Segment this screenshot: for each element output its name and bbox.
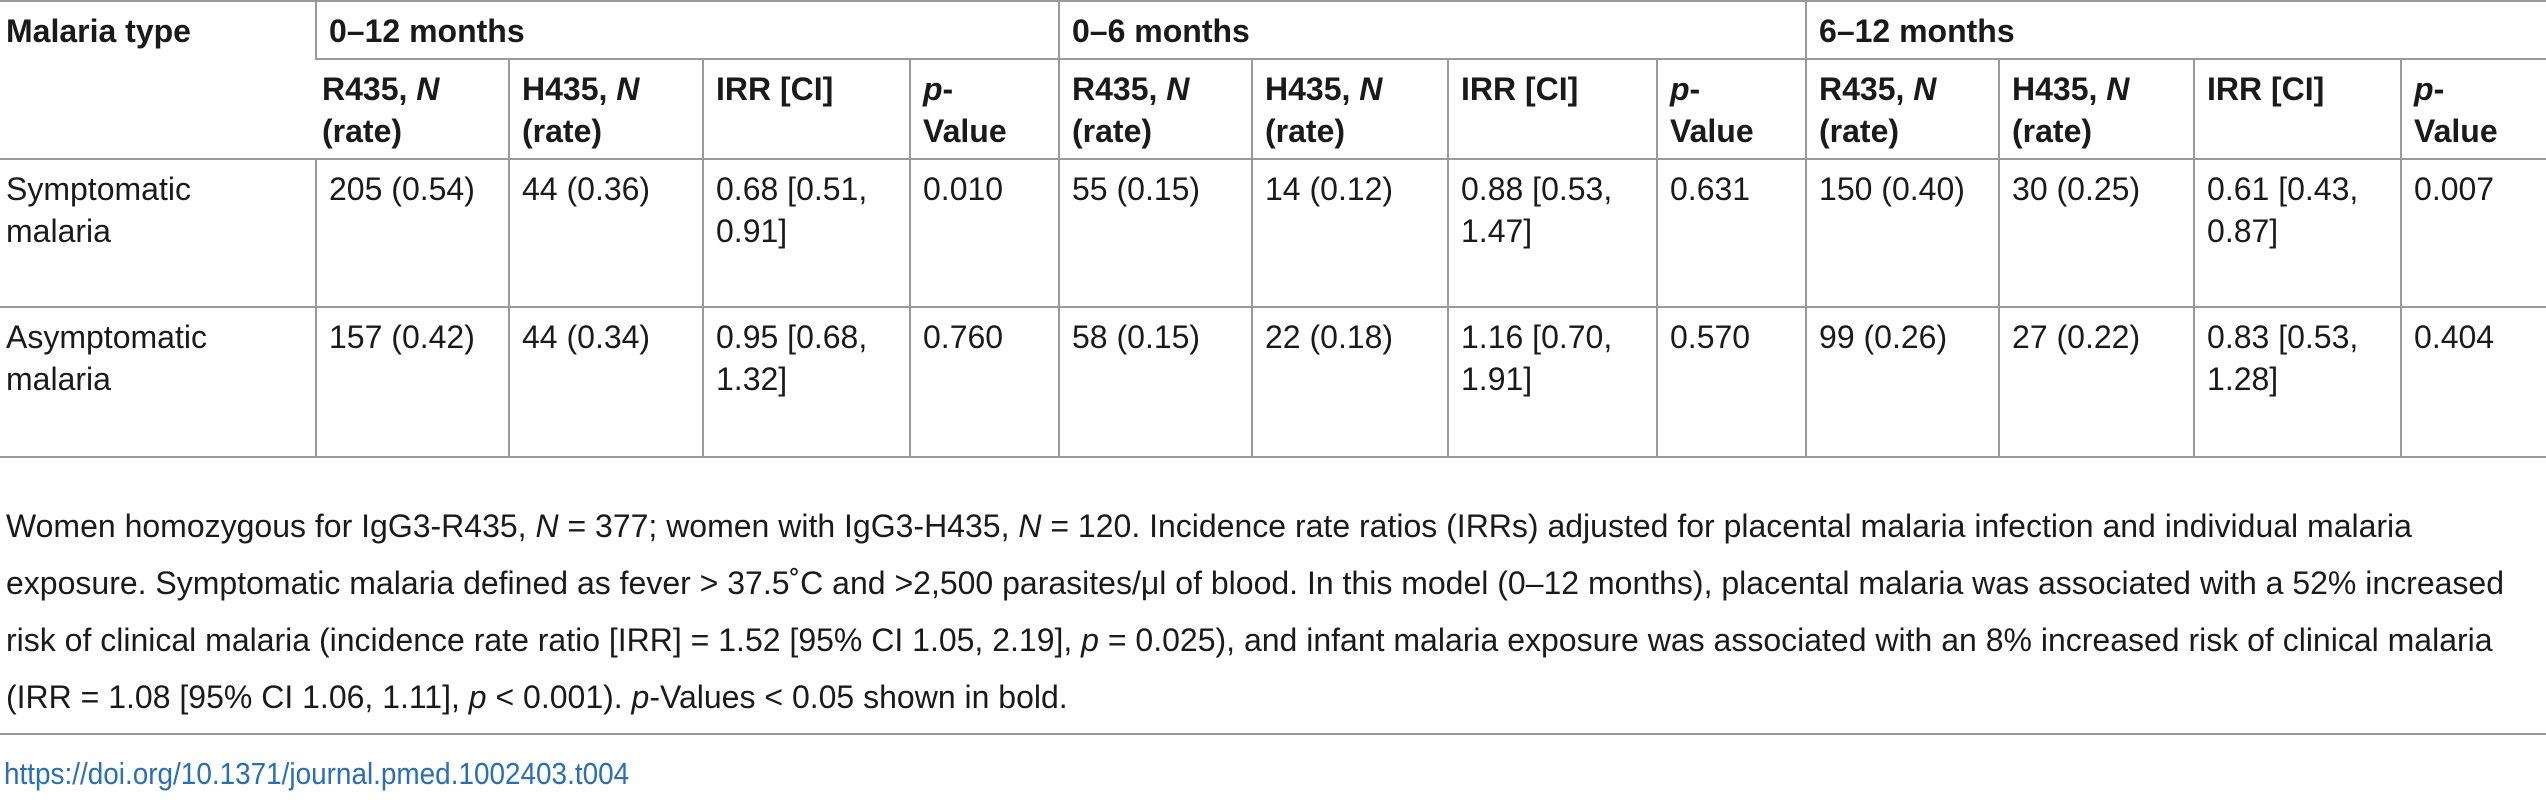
subheader-n: N bbox=[2106, 71, 2130, 107]
table-cell: 0.83 [0.53, 1.28] bbox=[2193, 307, 2402, 458]
divider bbox=[0, 733, 2546, 735]
table-cell: 0.007 bbox=[2400, 159, 2546, 308]
subheader-pvalue: p- Value bbox=[1655, 59, 1807, 160]
subheader-value: Value bbox=[1670, 113, 1754, 149]
subheader-label: H435, bbox=[522, 71, 617, 107]
table-cell: 30 (0.25) bbox=[1998, 159, 2195, 308]
subheader-rate: (rate) bbox=[1819, 113, 1900, 149]
subheader-value: Value bbox=[923, 113, 1007, 149]
footnote-text: N bbox=[1018, 508, 1042, 544]
table-cell: 99 (0.26) bbox=[1805, 307, 2000, 458]
subheader-n: N bbox=[416, 71, 440, 107]
subheader-label: H435, bbox=[1265, 71, 1360, 107]
footnote-text: = 120. Incidence rate ratios (IRRs) adju… bbox=[6, 508, 2504, 658]
row-label: Symptomatic malaria bbox=[0, 159, 316, 308]
table-cell: 14 (0.12) bbox=[1251, 159, 1448, 308]
table-cell: 55 (0.15) bbox=[1058, 159, 1252, 308]
table-cell: 0.68 [0.51, 0.91] bbox=[702, 159, 910, 308]
table-cell: 58 (0.15) bbox=[1058, 307, 1252, 458]
subheader-row: R435, N (rate) H435, N (rate) IRR [CI] p- Valu… bbox=[0, 59, 2546, 160]
corner-header: Malaria type bbox=[0, 0, 316, 160]
table-cell: 0.760 bbox=[909, 307, 1059, 458]
table-cell: 44 (0.36) bbox=[508, 159, 703, 308]
subheader-irr: IRR [CI] bbox=[702, 59, 910, 160]
subheader-p: p bbox=[923, 71, 943, 107]
subheader-dash: - bbox=[1689, 71, 1701, 107]
table-cell: 157 (0.42) bbox=[315, 307, 509, 458]
footnote-text: p bbox=[468, 679, 487, 715]
footnote-text: Women homozygous for IgG3-R435, bbox=[6, 508, 536, 544]
footnote-text: < 0.001). bbox=[486, 679, 632, 715]
subheader-value: Value bbox=[2414, 113, 2498, 149]
table-cell: 0.88 [0.53, 1.47] bbox=[1447, 159, 1657, 308]
subheader-h435: H435, N (rate) bbox=[508, 59, 703, 160]
doi-link[interactable]: https://doi.org/10.1371/journal.pmed.100… bbox=[4, 756, 630, 791]
subheader-pvalue: p- Value bbox=[2400, 59, 2546, 160]
subheader-rate: (rate) bbox=[322, 113, 403, 149]
subheader-irr: IRR [CI] bbox=[1447, 59, 1657, 160]
table-cell: 0.631 bbox=[1655, 159, 1807, 308]
table-cell: 1.16 [0.70, 1.91] bbox=[1447, 307, 1657, 458]
subheader-h435: H435, N (rate) bbox=[1998, 59, 2195, 160]
table-row: Symptomatic malaria 205 (0.54) 44 (0.36) 0.… bbox=[0, 159, 2546, 308]
subheader-label: R435, bbox=[322, 71, 417, 107]
subheader-p: p bbox=[1670, 71, 1690, 107]
subheader-dash: - bbox=[2433, 71, 2445, 107]
group-header: 0–12 months bbox=[315, 0, 1059, 60]
table-row: Asymptomatic malaria 157 (0.42) 44 (0.34) 0… bbox=[0, 307, 2546, 458]
table-cell: 150 (0.40) bbox=[1805, 159, 2000, 308]
table-footnote: Women homozygous for IgG3-R435, N = 377;… bbox=[6, 498, 2526, 726]
table-cell: 0.95 [0.68, 1.32] bbox=[702, 307, 910, 458]
subheader-label: R435, bbox=[1072, 71, 1167, 107]
subheader-label: H435, bbox=[2012, 71, 2107, 107]
subheader-r435: R435, N (rate) bbox=[1805, 59, 2000, 160]
subheader-n: N bbox=[1913, 71, 1937, 107]
subheader-h435: H435, N (rate) bbox=[1251, 59, 1448, 160]
subheader-rate: (rate) bbox=[522, 113, 603, 149]
footnote-text: = 0.025), and infant malaria exposure wa… bbox=[6, 622, 2493, 715]
subheader-label: R435, bbox=[1819, 71, 1914, 107]
subheader-n: N bbox=[1166, 71, 1190, 107]
row-label: Asymptomatic malaria bbox=[0, 307, 316, 458]
table-cell: 0.010 bbox=[909, 159, 1059, 308]
table-cell: 27 (0.22) bbox=[1998, 307, 2195, 458]
subheader-rate: (rate) bbox=[2012, 113, 2093, 149]
results-table: Malaria type 0–12 months 0–6 months 6–12… bbox=[0, 0, 2546, 458]
table-cell: 0.570 bbox=[1655, 307, 1807, 458]
subheader-irr: IRR [CI] bbox=[2193, 59, 2402, 160]
table-cell: 0.404 bbox=[2400, 307, 2546, 458]
footnote-text: p bbox=[1081, 622, 1099, 658]
subheader-pvalue: p- Value bbox=[909, 59, 1059, 160]
subheader-rate: (rate) bbox=[1072, 113, 1153, 149]
footnote-text: -Values < 0.05 shown in bold. bbox=[649, 679, 1068, 715]
subheader-n: N bbox=[616, 71, 640, 107]
table-cell: 44 (0.34) bbox=[508, 307, 703, 458]
subheader-dash: - bbox=[942, 71, 954, 107]
table-cell: 22 (0.18) bbox=[1251, 307, 1448, 458]
footnote-text: p bbox=[631, 679, 650, 715]
subheader-p: p bbox=[2414, 71, 2434, 107]
footnote-text: = 377; women with IgG3-H435, bbox=[558, 508, 1019, 544]
footnote-text: N bbox=[535, 508, 559, 544]
subheader-rate: (rate) bbox=[1265, 113, 1346, 149]
group-header: 6–12 months bbox=[1805, 0, 2546, 60]
table-cell: 0.61 [0.43, 0.87] bbox=[2193, 159, 2402, 308]
subheader-r435: R435, N (rate) bbox=[316, 59, 509, 160]
table-cell: 205 (0.54) bbox=[315, 159, 509, 308]
subheader-r435: R435, N (rate) bbox=[1058, 59, 1252, 160]
subheader-n: N bbox=[1359, 71, 1383, 107]
group-header: 0–6 months bbox=[1057, 0, 1807, 60]
